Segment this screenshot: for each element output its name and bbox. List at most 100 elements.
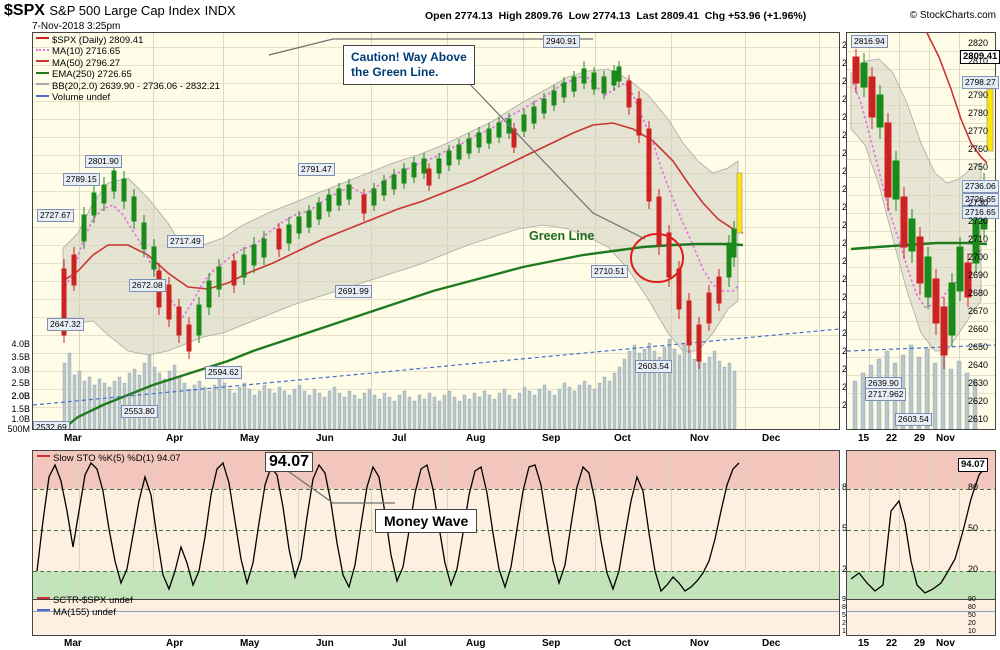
chg-label: Chg [704, 10, 726, 22]
sto-x-axis-month: Nov [690, 638, 709, 649]
zoom-x-label: Nov [936, 433, 955, 444]
legend-volume: Volume undef [36, 92, 220, 103]
zoom-sto-value-box: 94.07 [958, 458, 988, 472]
right-axis-tag: 2736.06 [962, 180, 999, 193]
zoom-price-axis-label: 2760 [968, 144, 989, 154]
money-wave-callout: Money Wave [375, 509, 478, 533]
right-axis-tag: 2798.27 [962, 76, 999, 89]
zoom-sto-axis-label: 80 [968, 482, 979, 492]
zoom-price-axis-label: 2640 [968, 360, 989, 370]
sto-bottom-axis-label: 50 [842, 612, 850, 619]
zoom-sto-bottom-axis-label: 10 [968, 628, 976, 635]
price-tag: 2553.80 [121, 405, 158, 418]
zoom-price-axis-label: 2670 [968, 306, 989, 316]
zoom-price-axis-label: 2710 [968, 234, 989, 244]
caution-line-1: Caution! Way Above [351, 50, 467, 64]
chart-datetime: 7-Nov-2018 3:25pm [32, 21, 121, 32]
zoom-last-bar-highlight [986, 88, 994, 152]
zoom-stochastic-panel[interactable] [846, 450, 996, 636]
green-line-label: Green Line [529, 229, 595, 243]
stochastic-value-box: 94.07 [265, 452, 314, 472]
last-value: 2809.41 [660, 10, 699, 22]
zoom-price-panel[interactable]: 2816.94 2639.90 2717.962 2603.54 [846, 32, 996, 430]
ma10-pink-line [62, 74, 740, 319]
zoom-price-axis-label: 2730 [968, 198, 989, 208]
volume-axis-label: 2.5B [11, 378, 30, 388]
ema250-green-line [62, 242, 744, 429]
low-value: 2774.13 [592, 10, 631, 22]
ma50-red-line [62, 122, 744, 290]
zoom-sto-x-label: Nov [936, 638, 955, 649]
stochastic-panel[interactable]: Slow STO %K(5) %D(1) 94.07 94.07 Money W… [32, 450, 840, 636]
zoom-price-tag: 2717.962 [865, 388, 907, 401]
price-tag: 2710.51 [591, 265, 628, 278]
price-tag: 2940.91 [543, 35, 580, 48]
last-bar-highlight [736, 172, 743, 234]
volume-axis-label: 2.0B [11, 391, 30, 401]
zoom-price-axis-label: 2790 [968, 90, 989, 100]
zoom-sctr-line [847, 344, 995, 352]
zoom-price-axis-label: 2690 [968, 270, 989, 280]
zoom-price-axis-label: 2810 [968, 56, 989, 66]
sto-x-axis-month: Mar [64, 638, 82, 649]
zoom-sto-x-label: 22 [886, 638, 898, 649]
volume-axis-label: 3.5B [11, 352, 30, 362]
sto-x-axis-month: Oct [614, 638, 631, 649]
high-value: 2809.76 [524, 10, 563, 22]
zoom-sto-x-label: 15 [858, 638, 870, 649]
price-tag: 2789.15 [63, 173, 100, 186]
volume-axis-label: 3.0B [11, 365, 30, 375]
open-label: Open [425, 10, 452, 22]
volume-axis-label: 1.0B [11, 414, 30, 424]
volume-axis-label: 500M [7, 424, 30, 434]
caution-line-2: the Green Line. [351, 65, 439, 79]
price-tag: 2603.54 [635, 360, 672, 373]
slow-sto-line [36, 461, 740, 593]
price-chart-svg [33, 33, 839, 429]
right-axis-tag: 2726.65 [962, 193, 999, 206]
low-label: Low [568, 10, 590, 22]
zoom-sto-bottom-axis-label: 50 [968, 612, 976, 619]
price-legend: $SPX (Daily) 2809.41 MA(10) 2716.65 MA(5… [36, 35, 220, 103]
stockcharts-credit: © StockCharts.com [909, 10, 996, 21]
legend-ma50: MA(50) 2796.27 [36, 58, 220, 69]
x-axis-month: Sep [542, 433, 561, 444]
zoom-price-axis-label: 2820 [968, 38, 989, 48]
zoom-price-tag: 2816.94 [851, 35, 888, 48]
sto-bottom-axis-label: 10 [842, 628, 850, 635]
x-axis-month: Mar [64, 433, 82, 444]
volume-axis-label: 4.0B [11, 339, 30, 349]
zoom-sto-bottom-axis-label: 20 [968, 620, 976, 627]
stochastic-svg [33, 451, 839, 635]
sto-bottom-axis-label: 20 [842, 620, 850, 627]
volume-bars [62, 338, 737, 429]
sto-x-axis-month: Sep [542, 638, 561, 649]
x-axis-month: May [240, 433, 260, 444]
volume-axis-label: 2.0B [11, 391, 30, 401]
sto-x-axis-month: Aug [466, 638, 486, 649]
zoom-sto-bottom-axis-label: 80 [968, 604, 976, 611]
price-chart-panel[interactable]: $SPX (Daily) 2809.41 MA(10) 2716.65 MA(5… [32, 32, 840, 430]
zoom-price-axis-label: 2610 [968, 414, 989, 424]
x-axis-month: Apr [166, 433, 184, 444]
callout-leaders [268, 38, 646, 240]
zoom-price-axis-label: 2680 [968, 288, 989, 298]
x-axis-month: Nov [690, 433, 709, 444]
zoom-sto-axis-label: 50 [968, 523, 979, 533]
x-axis-month: Aug [466, 433, 486, 444]
high-label: High [498, 10, 522, 22]
last-price-box: 2809.41 [960, 50, 1000, 64]
price-tag: 2801.90 [85, 155, 122, 168]
caution-callout: Caution! Way Above the Green Line. [343, 45, 475, 85]
x-axis-month: Oct [614, 433, 631, 444]
zoom-price-axis-label: 2620 [968, 396, 989, 406]
zoom-price-axis-label: 2660 [968, 324, 989, 334]
zoom-x-label: 22 [886, 433, 898, 444]
zoom-sto-x-label: 29 [914, 638, 926, 649]
x-axis-month: Dec [762, 433, 781, 444]
zoom-price-axis-label: 2720 [968, 216, 989, 226]
overbought-zone [33, 451, 839, 489]
price-tag: 2672.08 [129, 279, 166, 292]
sto-x-axis-month: Jun [316, 638, 334, 649]
quote-summary: Open 2774.13 High 2809.76 Low 2774.13 La… [425, 10, 806, 22]
